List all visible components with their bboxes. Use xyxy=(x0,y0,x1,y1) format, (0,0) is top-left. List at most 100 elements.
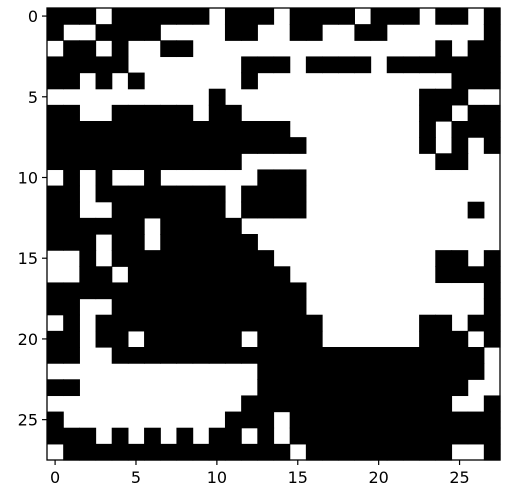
heatmap-cell xyxy=(176,185,194,203)
heatmap-cell xyxy=(305,363,323,380)
heatmap-cell xyxy=(305,427,323,445)
heatmap-cell xyxy=(63,8,80,25)
heatmap-cell xyxy=(63,104,80,122)
heatmap-cell xyxy=(273,282,291,300)
heatmap-cell xyxy=(451,330,469,348)
heatmap-cell xyxy=(144,266,161,284)
heatmap-cell xyxy=(322,427,339,445)
heatmap-cell xyxy=(224,266,242,284)
heatmap-cell xyxy=(419,104,436,122)
heatmap-cell xyxy=(224,347,242,364)
heatmap-cell xyxy=(192,201,210,219)
heatmap-cell xyxy=(305,443,323,461)
heatmap-cell xyxy=(451,411,469,429)
heatmap-cell xyxy=(241,266,258,284)
heatmap-cell xyxy=(338,347,355,364)
heatmap-cell xyxy=(79,443,97,461)
heatmap-cell xyxy=(289,201,307,219)
heatmap-cell xyxy=(95,266,113,284)
heatmap-cell xyxy=(370,24,388,41)
heatmap-cell xyxy=(273,443,291,461)
heatmap-cell xyxy=(338,411,355,429)
heatmap-cell xyxy=(419,411,436,429)
heatmap-cell xyxy=(208,266,226,284)
heatmap-cell xyxy=(241,298,258,316)
heatmap-cell xyxy=(483,40,501,58)
heatmap-cell xyxy=(63,56,80,74)
heatmap-cell xyxy=(111,234,129,251)
heatmap-cell xyxy=(160,137,178,154)
heatmap-cell xyxy=(370,427,388,445)
heatmap-cell xyxy=(322,379,339,397)
heatmap-cell xyxy=(176,298,194,316)
heatmap-cell xyxy=(435,347,453,364)
heatmap-cell xyxy=(63,121,80,138)
heatmap-cell xyxy=(144,282,161,300)
heatmap-cell xyxy=(322,56,339,74)
plot-frame xyxy=(46,7,501,461)
heatmap-cell xyxy=(257,250,275,267)
heatmap-cell xyxy=(63,40,80,58)
heatmap-cell xyxy=(63,314,80,332)
heatmap-cell xyxy=(208,314,226,332)
heatmap-cell xyxy=(257,121,275,138)
heatmap-cell xyxy=(322,395,339,413)
heatmap-cell xyxy=(241,395,258,413)
heatmap-cell xyxy=(144,121,161,138)
heatmap-cell xyxy=(322,8,339,25)
heatmap-cell xyxy=(273,330,291,348)
heatmap-cell xyxy=(111,153,129,171)
heatmap-cell xyxy=(289,411,307,429)
heatmap-cell xyxy=(47,298,64,316)
heatmap-cell xyxy=(273,56,291,74)
heatmap-cell xyxy=(95,185,113,203)
heatmap-cell xyxy=(402,363,420,380)
heatmap-cell xyxy=(289,379,307,397)
heatmap-cell xyxy=(435,363,453,380)
heatmap-cell xyxy=(241,56,258,74)
heatmap-cell xyxy=(224,234,242,251)
heatmap-cell xyxy=(47,234,64,251)
heatmap-cell xyxy=(467,266,485,284)
heatmap-cell xyxy=(144,314,161,332)
heatmap-cell xyxy=(257,411,275,429)
heatmap-cell xyxy=(111,217,129,235)
heatmap-cell xyxy=(370,347,388,364)
heatmap-cell xyxy=(241,347,258,364)
heatmap-cell xyxy=(402,411,420,429)
heatmap-cell xyxy=(224,104,242,122)
heatmap-cell xyxy=(224,137,242,154)
heatmap-cell xyxy=(451,56,469,74)
heatmap-cell xyxy=(160,298,178,316)
heatmap-cell xyxy=(224,121,242,138)
heatmap-cell xyxy=(483,104,501,122)
heatmap-cell xyxy=(305,8,323,25)
heatmap-cell xyxy=(160,443,178,461)
heatmap-cell xyxy=(354,411,372,429)
heatmap-cell xyxy=(451,379,469,397)
heatmap-cell xyxy=(467,104,485,122)
heatmap-cell xyxy=(160,266,178,284)
heatmap-cell xyxy=(79,56,97,74)
heatmap-cell xyxy=(144,298,161,316)
heatmap-cell xyxy=(305,347,323,364)
heatmap-cell xyxy=(386,395,404,413)
heatmap-cell xyxy=(63,137,80,154)
heatmap-cell xyxy=(224,427,242,445)
heatmap-cell xyxy=(435,427,453,445)
heatmap-cell xyxy=(257,137,275,154)
heatmap-cell xyxy=(483,298,501,316)
heatmap-cell xyxy=(257,282,275,300)
heatmap-cell xyxy=(144,169,161,187)
heatmap-cell xyxy=(402,443,420,461)
heatmap-cell xyxy=(419,363,436,380)
heatmap-cell xyxy=(208,443,226,461)
heatmap-cell xyxy=(419,121,436,138)
heatmap-cell xyxy=(451,250,469,267)
heatmap-cell xyxy=(467,40,485,58)
heatmap-cell xyxy=(144,443,161,461)
heatmap-cell xyxy=(305,395,323,413)
heatmap-cell xyxy=(192,250,210,267)
heatmap-cell xyxy=(386,427,404,445)
heatmap-cell xyxy=(144,347,161,364)
